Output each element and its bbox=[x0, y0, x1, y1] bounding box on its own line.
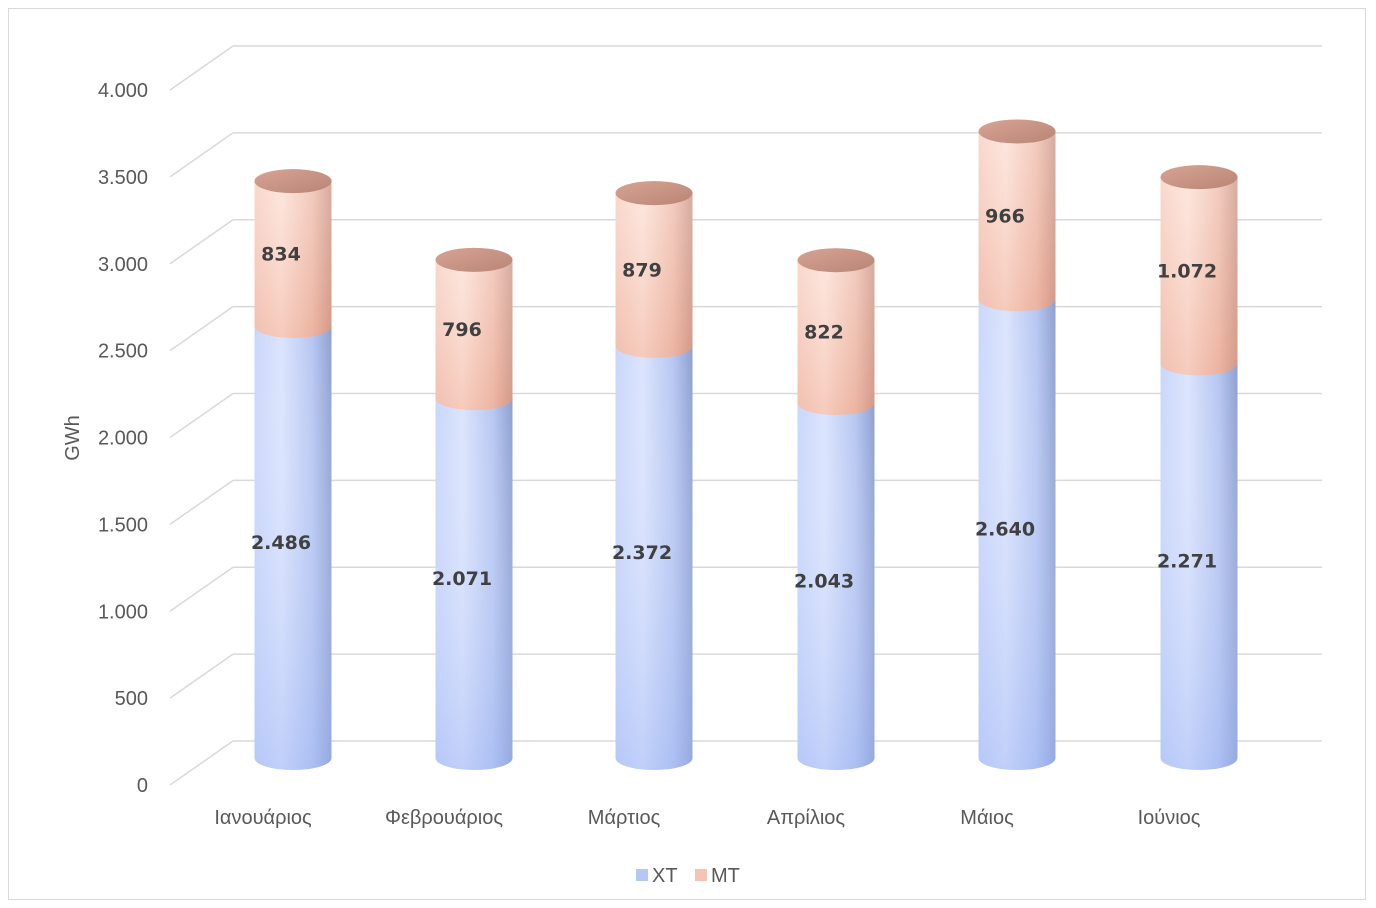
legend: ΧΤ ΜΤ bbox=[636, 865, 740, 887]
y-tick-label: 2.000 bbox=[98, 428, 148, 450]
bar-segment-mt-shade bbox=[797, 248, 875, 416]
bars: 2.486 834 2.071 796 2.372 879 2.043 822 2.640 966… bbox=[251, 119, 1238, 771]
y-tick-label: 3.500 bbox=[98, 167, 148, 189]
x-tick-label: Φεβρουάριος bbox=[385, 807, 503, 829]
data-label-mt: 879 bbox=[622, 260, 662, 282]
x-tick-label: Μάιος bbox=[960, 807, 1014, 829]
data-label-xt: 2.043 bbox=[794, 571, 854, 593]
data-label-mt: 834 bbox=[261, 244, 301, 266]
y-tick-labels: 0 500 1.000 1.500 2.000 2.500 3.000 3.500 4.000 bbox=[98, 80, 148, 797]
x-tick-label: Απρίλιος bbox=[767, 807, 846, 829]
bar-segment-xt-shade bbox=[797, 391, 875, 771]
grid-diagonal bbox=[169, 219, 234, 265]
grid-lines bbox=[169, 45, 1322, 786]
bar-top-cap bbox=[254, 169, 332, 194]
grid-diagonal bbox=[169, 132, 234, 178]
legend-swatch bbox=[695, 869, 707, 881]
bar-top-cap bbox=[1160, 165, 1238, 190]
y-tick-label: 1.000 bbox=[98, 601, 148, 623]
bar-segment-mt-shade bbox=[435, 247, 513, 411]
data-label-mt: 966 bbox=[985, 205, 1025, 227]
y-tick-label: 2.500 bbox=[98, 341, 148, 363]
x-tick-labels: Ιανουάριος Φεβρουάριος Μάρτιος Απρίλιος Μάιο… bbox=[214, 807, 1200, 829]
y-axis-label: GWh bbox=[62, 415, 84, 461]
data-label-xt: 2.271 bbox=[1157, 551, 1217, 573]
grid-diagonal bbox=[169, 479, 234, 525]
x-tick-label: Ιανουάριος bbox=[214, 807, 312, 829]
bar-segment-xt-shade bbox=[435, 386, 513, 771]
data-label-xt: 2.372 bbox=[612, 542, 672, 564]
bar-segment-xt-shade bbox=[1160, 351, 1238, 771]
bar-segment-xt-shade bbox=[254, 314, 332, 771]
grid-diagonal bbox=[169, 45, 234, 91]
data-label-xt: 2.486 bbox=[251, 532, 311, 554]
bar-segment-xt-shade bbox=[978, 287, 1056, 771]
x-tick-label: Ιούνιος bbox=[1138, 807, 1201, 829]
y-tick-label: 500 bbox=[115, 688, 148, 710]
grid-diagonal bbox=[169, 306, 234, 352]
bar-segment-mt-shade bbox=[615, 181, 693, 358]
y-tick-label: 1.500 bbox=[98, 514, 148, 536]
grid-diagonal bbox=[169, 566, 234, 612]
y-tick-label: 4.000 bbox=[98, 80, 148, 102]
bar-top-cap bbox=[797, 248, 875, 273]
grid-diagonal bbox=[169, 392, 234, 439]
legend-label: ΧΤ bbox=[652, 865, 678, 887]
bar-segment-mt-shade bbox=[978, 119, 1056, 312]
bar-segment-mt-shade bbox=[1160, 165, 1238, 376]
legend-swatch bbox=[636, 869, 648, 881]
data-label-xt: 2.640 bbox=[975, 519, 1035, 541]
bar-segment-mt-shade bbox=[254, 169, 332, 339]
grid-diagonal bbox=[169, 653, 234, 699]
legend-label: ΜΤ bbox=[711, 865, 740, 887]
x-tick-label: Μάρτιος bbox=[588, 807, 661, 829]
bar-top-cap bbox=[435, 247, 513, 272]
data-label-xt: 2.071 bbox=[432, 568, 492, 590]
bar-segment-xt-shade bbox=[615, 333, 693, 771]
data-label-mt: 796 bbox=[442, 319, 482, 341]
y-tick-label: 3.000 bbox=[98, 254, 148, 276]
grid-diagonal bbox=[169, 740, 234, 786]
data-label-mt: 1.072 bbox=[1157, 260, 1217, 282]
bar-top-cap bbox=[978, 119, 1056, 144]
data-label-mt: 822 bbox=[804, 322, 844, 344]
y-tick-label: 0 bbox=[137, 775, 148, 797]
bar-top-cap bbox=[615, 181, 693, 206]
